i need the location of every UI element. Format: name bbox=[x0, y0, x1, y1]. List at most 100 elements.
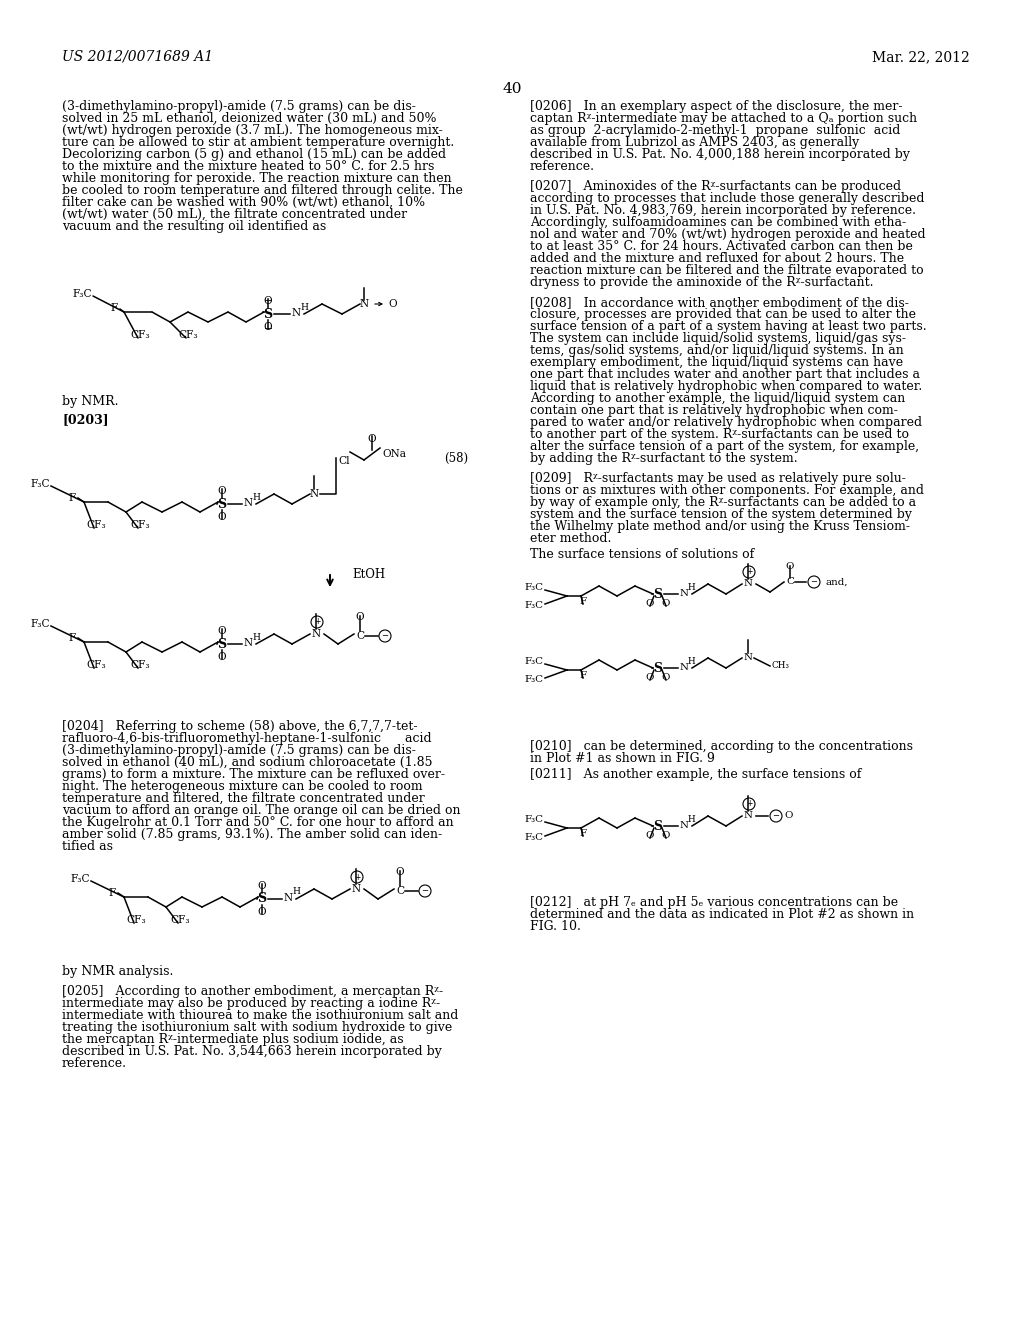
Text: pared to water and/or relatively hydrophobic when compared: pared to water and/or relatively hydroph… bbox=[530, 416, 923, 429]
Text: treating the isothiuronium salt with sodium hydroxide to give: treating the isothiuronium salt with sod… bbox=[62, 1020, 453, 1034]
Text: F: F bbox=[109, 888, 116, 898]
Text: CF₃: CF₃ bbox=[130, 330, 150, 341]
Text: S: S bbox=[217, 638, 226, 651]
Text: intermediate may also be produced by reacting a iodine Rᵡ-: intermediate may also be produced by rea… bbox=[62, 997, 440, 1010]
Text: tified as: tified as bbox=[62, 840, 113, 853]
Text: eter method.: eter method. bbox=[530, 532, 611, 545]
Text: O: O bbox=[218, 486, 226, 496]
Text: CF₃: CF₃ bbox=[86, 660, 105, 671]
Text: +: + bbox=[313, 618, 321, 627]
Text: O: O bbox=[785, 562, 795, 572]
Text: F₃C: F₃C bbox=[524, 676, 543, 685]
Text: −: − bbox=[811, 578, 817, 586]
Text: alter the surface tension of a part of the system, for example,: alter the surface tension of a part of t… bbox=[530, 440, 920, 453]
Text: F: F bbox=[111, 304, 118, 313]
Text: be cooled to room temperature and filtered through celite. The: be cooled to room temperature and filter… bbox=[62, 183, 463, 197]
Text: O: O bbox=[218, 626, 226, 636]
Text: F₃C: F₃C bbox=[71, 874, 90, 884]
Text: described in U.S. Pat. No. 4,000,188 herein incorporated by: described in U.S. Pat. No. 4,000,188 her… bbox=[530, 148, 910, 161]
Text: O: O bbox=[784, 812, 793, 821]
Text: [0205]   According to another embodiment, a mercaptan Rᵡ-: [0205] According to another embodiment, … bbox=[62, 985, 443, 998]
Text: F: F bbox=[580, 672, 587, 681]
Text: captan Rᵡ-intermediate may be attached to a Qₐ portion such: captan Rᵡ-intermediate may be attached t… bbox=[530, 112, 918, 125]
Text: F₃C: F₃C bbox=[31, 619, 50, 630]
Text: tems, gas/solid systems, and/or liquid/liquid systems. In an: tems, gas/solid systems, and/or liquid/l… bbox=[530, 345, 904, 356]
Text: CF₃: CF₃ bbox=[130, 520, 150, 531]
Text: O: O bbox=[662, 673, 670, 682]
Text: H: H bbox=[292, 887, 300, 896]
Text: CF₃: CF₃ bbox=[130, 660, 150, 671]
Text: in U.S. Pat. No. 4,983,769, herein incorporated by reference.: in U.S. Pat. No. 4,983,769, herein incor… bbox=[530, 205, 916, 216]
Text: The system can include liquid/solid systems, liquid/gas sys-: The system can include liquid/solid syst… bbox=[530, 333, 906, 345]
Text: N: N bbox=[244, 638, 253, 648]
Text: surface tension of a part of a system having at least two parts.: surface tension of a part of a system ha… bbox=[530, 319, 927, 333]
Text: −: − bbox=[422, 887, 428, 895]
Text: while monitoring for peroxide. The reaction mixture can then: while monitoring for peroxide. The react… bbox=[62, 172, 452, 185]
Text: vacuum to afford an orange oil. The orange oil can be dried on: vacuum to afford an orange oil. The oran… bbox=[62, 804, 461, 817]
Text: to at least 35° C. for 24 hours. Activated carbon can then be: to at least 35° C. for 24 hours. Activat… bbox=[530, 240, 912, 253]
Text: N: N bbox=[743, 579, 753, 589]
Text: by way of example only, the Rᵡ-surfactants can be added to a: by way of example only, the Rᵡ-surfactan… bbox=[530, 496, 916, 510]
Text: ture can be allowed to stir at ambient temperature overnight.: ture can be allowed to stir at ambient t… bbox=[62, 136, 455, 149]
Text: O: O bbox=[646, 832, 654, 840]
Text: O: O bbox=[264, 296, 272, 306]
Text: [0207]   Aminoxides of the Rᵡ-surfactants can be produced: [0207] Aminoxides of the Rᵡ-surfactants … bbox=[530, 180, 901, 193]
Text: tions or as mixtures with other components. For example, and: tions or as mixtures with other componen… bbox=[530, 484, 924, 498]
Text: reaction mixture can be filtered and the filtrate evaporated to: reaction mixture can be filtered and the… bbox=[530, 264, 924, 277]
Text: ONa: ONa bbox=[382, 449, 406, 459]
Text: O: O bbox=[662, 599, 670, 609]
Text: (wt/wt) hydrogen peroxide (3.7 mL). The homogeneous mix-: (wt/wt) hydrogen peroxide (3.7 mL). The … bbox=[62, 124, 442, 137]
Text: O: O bbox=[388, 300, 396, 309]
Text: as group  2-acrylamido-2-methyl-1  propane  sulfonic  acid: as group 2-acrylamido-2-methyl-1 propane… bbox=[530, 124, 900, 137]
Text: vacuum and the resulting oil identified as: vacuum and the resulting oil identified … bbox=[62, 220, 327, 234]
Text: H: H bbox=[688, 656, 695, 665]
Text: by NMR analysis.: by NMR analysis. bbox=[62, 965, 173, 978]
Text: solved in ethanol (40 mL), and sodium chloroacetate (1.85: solved in ethanol (40 mL), and sodium ch… bbox=[62, 756, 432, 770]
Text: O: O bbox=[395, 867, 404, 876]
Text: S: S bbox=[653, 820, 663, 833]
Text: N: N bbox=[292, 308, 301, 318]
Text: N: N bbox=[351, 884, 360, 894]
Text: H: H bbox=[252, 492, 260, 502]
Text: Cl: Cl bbox=[338, 455, 349, 466]
Text: H: H bbox=[688, 582, 695, 591]
Text: O: O bbox=[218, 512, 226, 521]
Text: O: O bbox=[646, 599, 654, 609]
Text: closure, processes are provided that can be used to alter the: closure, processes are provided that can… bbox=[530, 308, 916, 321]
Text: C: C bbox=[356, 631, 365, 642]
Text: N: N bbox=[680, 821, 689, 829]
Text: and,: and, bbox=[826, 578, 849, 586]
Text: H: H bbox=[688, 814, 695, 824]
Text: S: S bbox=[257, 892, 266, 906]
Text: night. The heterogeneous mixture can be cooled to room: night. The heterogeneous mixture can be … bbox=[62, 780, 423, 793]
Text: one part that includes water and another part that includes a: one part that includes water and another… bbox=[530, 368, 920, 381]
Text: S: S bbox=[653, 661, 663, 675]
Text: O: O bbox=[368, 434, 376, 444]
Text: N: N bbox=[680, 589, 689, 598]
Text: F₃C: F₃C bbox=[524, 657, 543, 667]
Text: CF₃: CF₃ bbox=[86, 520, 105, 531]
Text: O: O bbox=[662, 832, 670, 840]
Text: (3-dimethylamino-propyl)-amide (7.5 grams) can be dis-: (3-dimethylamino-propyl)-amide (7.5 gram… bbox=[62, 100, 416, 114]
Text: by NMR.: by NMR. bbox=[62, 395, 119, 408]
Text: [0203]: [0203] bbox=[62, 413, 109, 426]
Text: (58): (58) bbox=[443, 451, 468, 465]
Text: temperature and filtered, the filtrate concentrated under: temperature and filtered, the filtrate c… bbox=[62, 792, 425, 805]
Text: intermediate with thiourea to make the isothiuronium salt and: intermediate with thiourea to make the i… bbox=[62, 1008, 459, 1022]
Text: Accordingly, sulfoamidoamines can be combined with etha-: Accordingly, sulfoamidoamines can be com… bbox=[530, 216, 906, 228]
Text: −: − bbox=[772, 812, 779, 821]
Text: to the mixture and the mixture heated to 50° C. for 2.5 hrs: to the mixture and the mixture heated to… bbox=[62, 160, 434, 173]
Text: added and the mixture and refluxed for about 2 hours. The: added and the mixture and refluxed for a… bbox=[530, 252, 904, 265]
Text: S: S bbox=[217, 498, 226, 511]
Text: +: + bbox=[354, 873, 360, 882]
Text: reference.: reference. bbox=[62, 1057, 127, 1071]
Text: to another part of the system. Rᵡ-surfactants can be used to: to another part of the system. Rᵡ-surfac… bbox=[530, 428, 909, 441]
Text: CH₃: CH₃ bbox=[772, 661, 790, 671]
Text: 40: 40 bbox=[502, 82, 522, 96]
Text: rafluoro-4,6-bis-trifluoromethyl-heptane-1-sulfonic      acid: rafluoro-4,6-bis-trifluoromethyl-heptane… bbox=[62, 733, 432, 744]
Text: CF₃: CF₃ bbox=[170, 915, 189, 925]
Text: F₃C: F₃C bbox=[73, 289, 92, 300]
Text: [0210]   can be determined, according to the concentrations: [0210] can be determined, according to t… bbox=[530, 741, 913, 752]
Text: determined and the data as indicated in Plot #2 as shown in: determined and the data as indicated in … bbox=[530, 908, 914, 921]
Text: available from Lubrizol as AMPS 2403, as generally: available from Lubrizol as AMPS 2403, as… bbox=[530, 136, 859, 149]
